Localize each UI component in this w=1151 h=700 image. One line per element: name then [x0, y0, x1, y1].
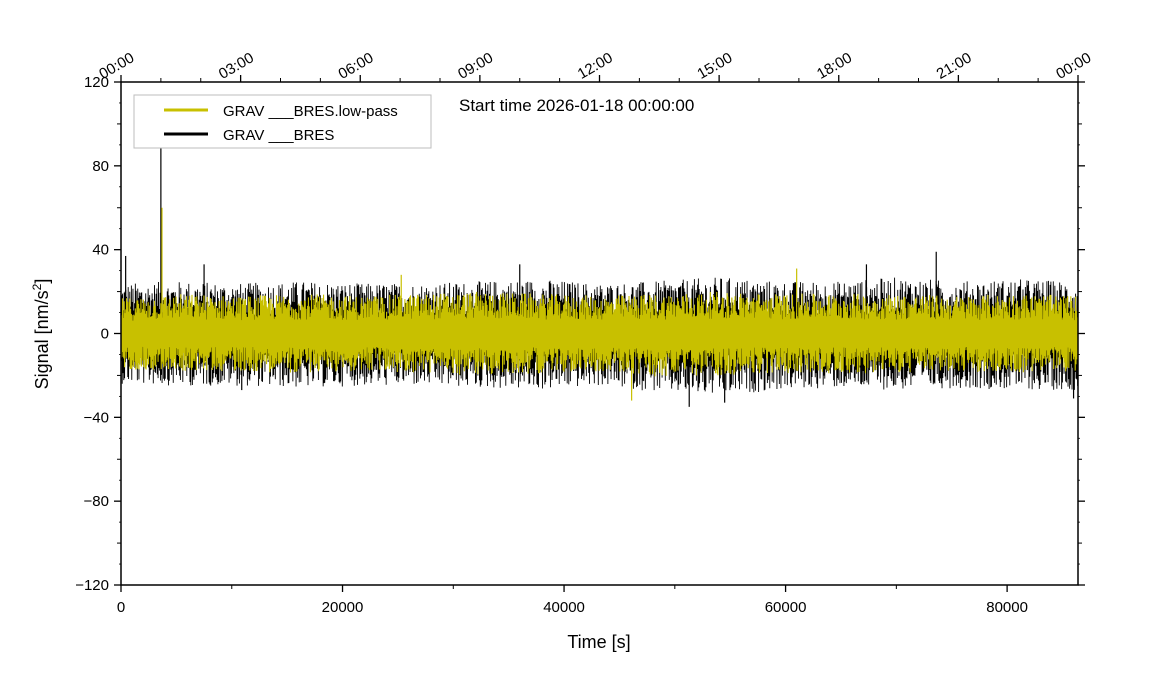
y-tick-label: 80 [92, 158, 109, 175]
start-time-annotation: Start time 2026-01-18 00:00:00 [459, 96, 694, 115]
legend: GRAV ___BRES.low-pass GRAV ___BRES [133, 94, 432, 149]
y-axis-title: Signal [nm/s2] [30, 279, 52, 390]
y-tick-label: −40 [84, 409, 109, 426]
x-tick-label: 20000 [322, 599, 364, 616]
series-line-raw [120, 277, 1079, 393]
top-tick-label: 15:00 [694, 49, 735, 82]
legend-box [133, 94, 432, 149]
x-tick-label: 80000 [986, 599, 1028, 616]
x-tick-label: 0 [117, 599, 125, 616]
series-line-lowpass [120, 291, 1079, 377]
y-tick-label: 40 [92, 242, 109, 259]
x-axis-title: Time [s] [567, 632, 630, 652]
top-tick-label: 06:00 [335, 49, 376, 82]
y-tick-label: 0 [101, 326, 109, 343]
x-tick-label: 40000 [543, 599, 585, 616]
top-tick-label: 00:00 [96, 49, 137, 82]
y-axis-title-main: Signal [nm/s [32, 290, 52, 389]
top-tick-label: 00:00 [1053, 49, 1094, 82]
y-axis-title-superscript: 2 [30, 283, 44, 290]
y-tick-label: −120 [75, 577, 109, 594]
y-axis-title-tail: ] [32, 279, 52, 284]
legend-label-lowpass: GRAV ___BRES.low-pass [223, 103, 398, 120]
y-tick-label: −80 [84, 493, 109, 510]
ticks [114, 75, 1085, 592]
y-tick-label: 120 [84, 74, 109, 91]
top-tick-label: 18:00 [814, 49, 855, 82]
top-tick-label: 12:00 [575, 49, 616, 82]
x-tick-label: 60000 [765, 599, 807, 616]
top-tick-label: 21:00 [934, 49, 975, 82]
top-tick-label: 03:00 [216, 49, 257, 82]
top-tick-label: 09:00 [455, 49, 496, 82]
plot-area [120, 144, 1079, 407]
legend-label-raw: GRAV ___BRES [223, 127, 334, 144]
